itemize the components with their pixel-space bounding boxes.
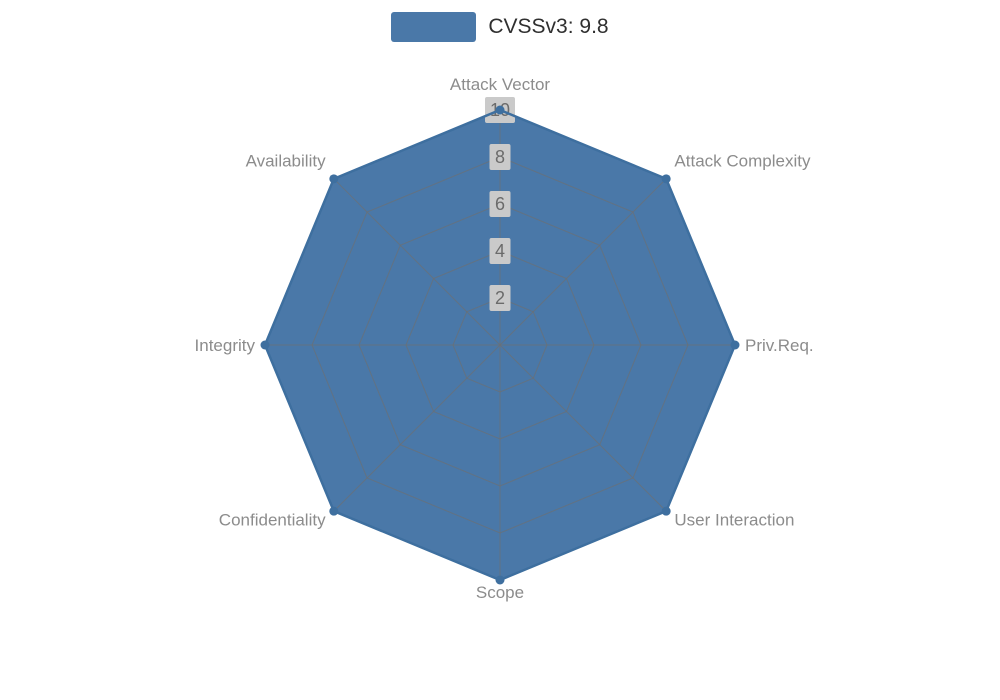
radar-series-point (495, 105, 505, 115)
radar-axis-line (499, 344, 667, 512)
legend-swatch (391, 12, 477, 42)
axis-label-availability: Availability (246, 152, 327, 171)
radar-series-point (661, 174, 671, 184)
radar-series-point (661, 506, 671, 516)
axis-label-confidentiality: Confidentiality (219, 510, 326, 529)
radial-tick-bg (489, 144, 511, 170)
radial-tick-label: 6 (495, 194, 505, 214)
radial-tick-label: 2 (495, 288, 505, 308)
axis-label-scope: Scope (476, 583, 524, 602)
radial-tick-bg (489, 238, 511, 264)
legend-item-cvssv3[interactable]: CVSSv3: 9.8 (0, 12, 1000, 42)
radial-tick-bg (489, 191, 511, 217)
radar-axis-line (333, 344, 501, 512)
radar-axis-line (499, 178, 667, 346)
radial-tick-label: 8 (495, 147, 505, 167)
radar-series-point (495, 575, 505, 585)
radar-series-point (730, 340, 740, 350)
radar-axis-line (333, 178, 501, 346)
axis-label-user-interaction: User Interaction (674, 510, 794, 529)
axis-label-attack-complexity: Attack Complexity (674, 152, 811, 171)
radial-tick-bg (489, 285, 511, 311)
radar-series-point (329, 506, 339, 516)
radar-series-point (260, 340, 270, 350)
axis-label-integrity: Integrity (195, 336, 256, 355)
radar-series-point (329, 174, 339, 184)
axis-label-attack-vector: Attack Vector (450, 75, 550, 94)
legend-label: CVSSv3: 9.8 (488, 15, 609, 38)
radial-tick-label: 4 (495, 241, 505, 261)
axis-label-priv-req-: Priv.Req. (745, 336, 814, 355)
